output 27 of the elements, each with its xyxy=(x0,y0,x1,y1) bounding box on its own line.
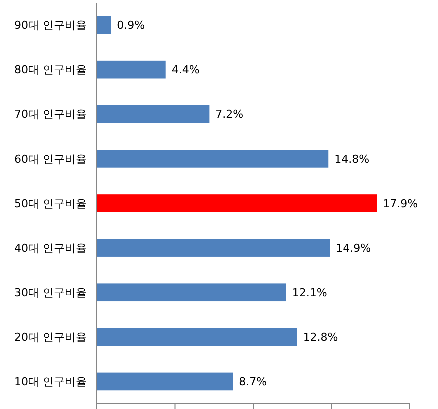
bar xyxy=(97,194,378,212)
y-tick-label: 90대 인구비율 xyxy=(14,19,87,32)
bar xyxy=(97,328,298,346)
bar xyxy=(97,284,286,302)
y-tick-label: 30대 인구비율 xyxy=(14,286,87,300)
data-label: 4.4% xyxy=(172,64,200,77)
y-tick-label: 40대 인구비율 xyxy=(14,242,87,255)
y-tick-label: 20대 인구비율 xyxy=(14,331,87,344)
bar xyxy=(97,16,112,34)
data-label: 17.9% xyxy=(383,197,418,210)
bar xyxy=(97,105,210,124)
bar xyxy=(97,239,330,257)
y-tick-label: 70대 인구비율 xyxy=(14,108,87,122)
bar xyxy=(97,372,234,391)
data-label: 0.9% xyxy=(117,19,146,32)
y-tick-label: 80대 인구비율 xyxy=(14,64,87,77)
data-label: 12.8% xyxy=(303,331,338,344)
data-label: 12.1% xyxy=(292,286,328,300)
data-label: 8.7% xyxy=(239,376,268,389)
data-label: 14.8% xyxy=(334,152,370,166)
bar xyxy=(97,150,329,168)
bar xyxy=(97,60,166,79)
y-tick-label: 60대 인구비율 xyxy=(14,152,87,166)
y-tick-label: 10대 인구비율 xyxy=(14,376,87,389)
data-label: 14.9% xyxy=(336,242,372,255)
y-tick-label: 50대 인구비율 xyxy=(14,197,87,210)
data-label: 7.2% xyxy=(216,108,244,122)
